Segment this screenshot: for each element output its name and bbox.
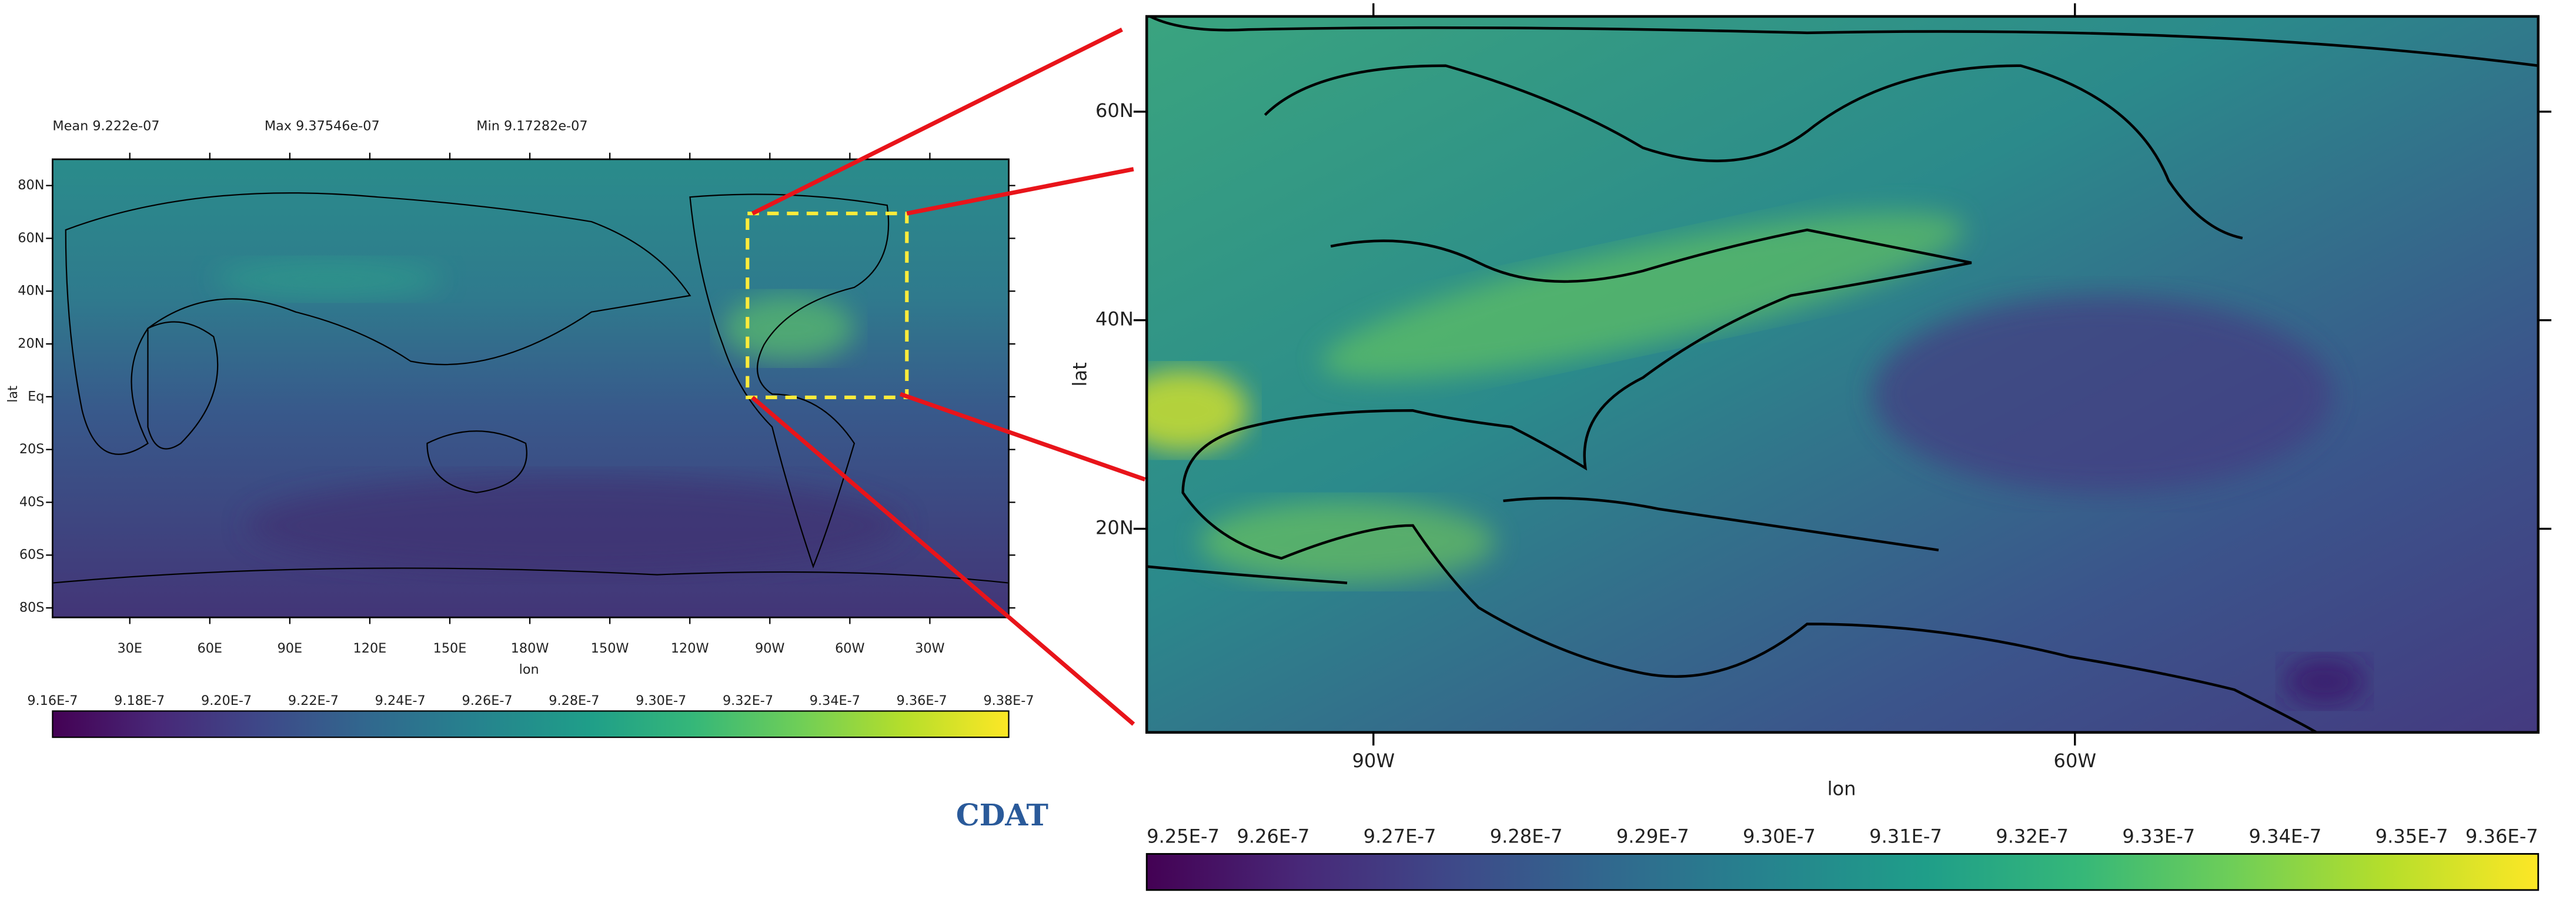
colorbar-label: 9.33E-7: [2122, 825, 2195, 848]
lon-label: 120E: [353, 641, 387, 656]
logo: CDAT: [956, 798, 1048, 832]
lat-label: 20N: [18, 336, 44, 352]
lon-label: 60E: [198, 641, 223, 656]
right-map-frame: [1145, 15, 2540, 734]
x-axis-label: lon: [519, 662, 539, 677]
colorbar-label: 9.16E-7: [27, 693, 78, 708]
lon-label: 90W: [755, 641, 785, 656]
lat-label: 60N: [1095, 99, 1134, 122]
left-colorbar: [52, 710, 1010, 738]
colorbar-label: 9.26E-7: [462, 693, 512, 708]
colorbar-label: 9.24E-7: [375, 693, 426, 708]
lon-label: 90E: [278, 641, 303, 656]
lon-label: 60W: [835, 641, 865, 656]
left-map-field: [52, 159, 1009, 618]
colorbar-label: 9.36E-7: [897, 693, 947, 708]
zoom-box: [746, 212, 909, 400]
colorbar-label: 9.18E-7: [114, 693, 165, 708]
lon-label: 120W: [671, 641, 709, 656]
lat-label: 40N: [1095, 308, 1134, 330]
colorbar-label: 9.30E-7: [1743, 825, 1816, 848]
connector-lines: [751, 28, 1146, 726]
colorbar-label: 9.38E-7: [983, 693, 1034, 708]
lat-label: Eq: [28, 389, 44, 404]
stat-label: Min 9.17282e-07: [476, 119, 587, 134]
stat-label: Max 9.37546e-07: [265, 119, 380, 134]
lat-label: 80S: [19, 600, 45, 616]
colorbar-label: 9.28E-7: [1490, 825, 1563, 848]
colorbar-label: 9.25E-7: [1147, 825, 1219, 848]
left-map-frame: [52, 158, 1010, 618]
colorbar-label: 9.27E-7: [1364, 825, 1436, 848]
x-axis-label: lon: [1827, 778, 1856, 800]
stat-label: Mean 9.222e-07: [52, 119, 159, 134]
lat-label: 20N: [1095, 516, 1134, 539]
y-axis-label: lat: [5, 386, 21, 403]
colorbar-label: 9.34E-7: [2249, 825, 2322, 848]
colorbar-label: 9.35E-7: [2375, 825, 2448, 848]
right-map-field: [1147, 16, 2538, 733]
colorbar-label: 9.20E-7: [201, 693, 252, 708]
colorbar-label: 9.29E-7: [1616, 825, 1689, 848]
colorbar-label: 9.32E-7: [1996, 825, 2069, 848]
lat-label: 40S: [19, 494, 45, 510]
lat-label: 20S: [19, 442, 45, 457]
lon-label: 30W: [915, 641, 945, 656]
colorbar-label: 9.32E-7: [723, 693, 773, 708]
colorbar-label: 9.26E-7: [1237, 825, 1309, 848]
y-axis-label: lat: [1068, 362, 1091, 386]
colorbar-label: 9.28E-7: [549, 693, 599, 708]
lon-label: 150E: [433, 641, 467, 656]
colorbar-label: 9.31E-7: [1869, 825, 1942, 848]
lon-label: 150W: [591, 641, 629, 656]
colorbar-label: 9.30E-7: [636, 693, 686, 708]
right-colorbar: [1145, 853, 2540, 891]
lat-label: 40N: [18, 283, 44, 299]
lat-label: 80N: [18, 178, 44, 193]
colorbar-label: 9.36E-7: [2465, 825, 2538, 848]
lat-label: 60S: [19, 547, 45, 563]
lon-label: 90W: [1352, 750, 1395, 772]
lon-label: 180W: [511, 641, 549, 656]
colorbar-label: 9.22E-7: [288, 693, 339, 708]
lat-label: 60N: [18, 230, 44, 246]
lon-label: 30E: [117, 641, 142, 656]
lon-label: 60W: [2054, 750, 2097, 772]
colorbar-label: 9.34E-7: [810, 693, 860, 708]
